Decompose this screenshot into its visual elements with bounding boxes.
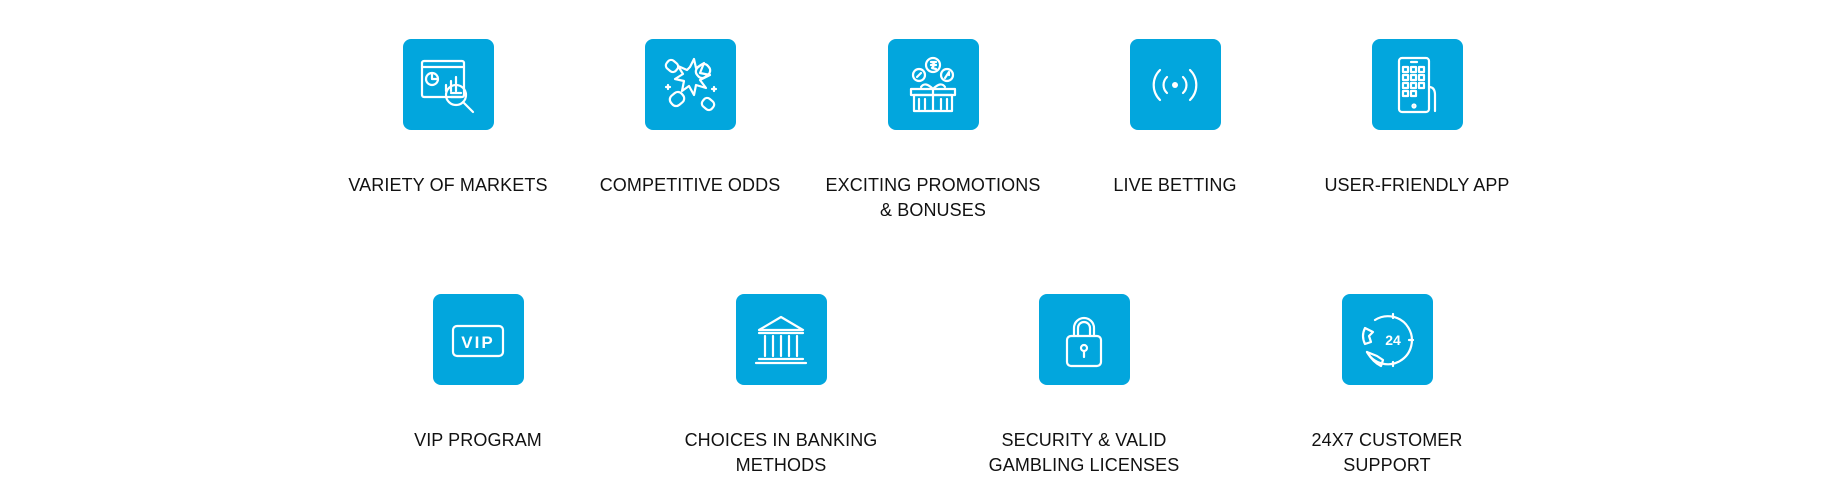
vip-icon-text: VIP xyxy=(461,333,494,352)
feature-tile xyxy=(402,39,494,130)
live-broadcast-icon xyxy=(1152,68,1198,101)
feature-vip-program: VIP VIP PROGRAM xyxy=(348,294,608,453)
feature-label: VIP PROGRAM xyxy=(414,430,542,450)
feature-label: CHOICES IN BANKING METHODS xyxy=(684,430,878,475)
feature-security-licenses: SECURITY & VALID GAMBLING LICENSES xyxy=(954,294,1214,478)
feature-variety-of-markets: VARIETY OF MARKETS xyxy=(318,39,578,198)
market-analysis-icon xyxy=(420,59,475,113)
feature-customer-support: 24 24X7 CUSTOMER SUPPORT xyxy=(1257,294,1517,478)
feature-tile xyxy=(1371,39,1463,130)
feature-label: SECURITY & VALID GAMBLING LICENSES xyxy=(988,430,1180,475)
bank-icon xyxy=(754,315,808,364)
feature-tile: 24 xyxy=(1341,294,1433,385)
feature-label: EXCITING PROMOTIONS & BONUSES xyxy=(825,175,1041,220)
feature-tile xyxy=(644,39,736,130)
feature-tile xyxy=(1129,39,1221,130)
feature-label: COMPETITIVE ODDS xyxy=(599,175,781,195)
support-icon-text: 24 xyxy=(1385,332,1401,348)
feature-label: LIVE BETTING xyxy=(1113,175,1237,195)
feature-competitive-odds: COMPETITIVE ODDS xyxy=(560,39,820,198)
feature-user-friendly-app: USER-FRIENDLY APP xyxy=(1287,39,1547,198)
feature-label: USER-FRIENDLY APP xyxy=(1324,175,1510,195)
feature-tile xyxy=(1038,294,1130,385)
feature-banking-methods: CHOICES IN BANKING METHODS xyxy=(651,294,911,478)
vip-card-icon: VIP xyxy=(451,324,505,357)
feature-label: 24X7 CUSTOMER SUPPORT xyxy=(1311,430,1463,475)
mobile-app-icon xyxy=(1397,56,1437,113)
feature-tile xyxy=(735,294,827,385)
feature-exciting-promotions: EXCITING PROMOTIONS & BONUSES xyxy=(803,39,1063,223)
boxing-gloves-icon xyxy=(664,57,718,111)
feature-tile: VIP xyxy=(432,294,524,385)
coins-gift-box-icon xyxy=(909,56,957,112)
padlock-icon xyxy=(1065,316,1103,367)
feature-live-betting: LIVE BETTING xyxy=(1045,39,1305,198)
support-24-icon: 24 xyxy=(1361,312,1415,367)
feature-label: VARIETY OF MARKETS xyxy=(348,175,548,195)
feature-tile xyxy=(887,39,979,130)
